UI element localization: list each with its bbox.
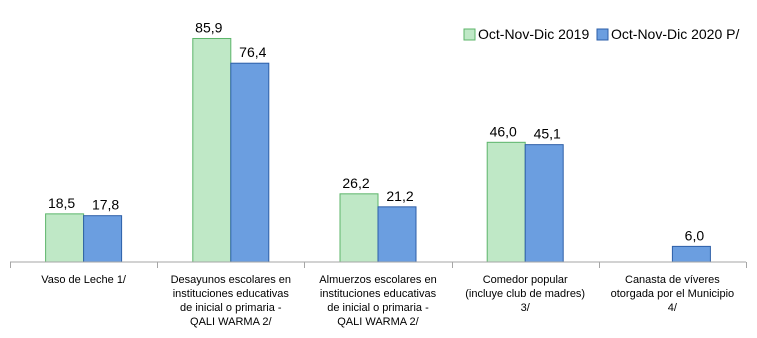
bar-series-2020-cat-3 — [377, 206, 417, 263]
value-label: 18,5 — [48, 195, 75, 211]
value-label: 21,2 — [386, 188, 413, 204]
bar-series-2019-cat-3 — [339, 193, 379, 263]
x-axis-ticks — [10, 262, 747, 268]
bar-series-2020-cat-2 — [230, 62, 270, 263]
bars-group — [45, 37, 711, 263]
legend-label: Oct-Nov-Dic 2019 — [478, 26, 589, 42]
bar-series-2020-cat-5 — [671, 245, 711, 263]
category-labels-group: Vaso de Leche 1/Desayunos escolares en in… — [41, 274, 734, 328]
legend: Oct-Nov-Dic 2019 Oct-Nov-Dic 2020 P/ — [463, 26, 739, 42]
legend-swatch — [463, 28, 476, 41]
value-label: 85,9 — [195, 19, 222, 35]
value-label: 46,0 — [490, 123, 517, 139]
bar-series-2020-cat-4 — [524, 144, 564, 263]
category-label: Desayunos escolares en instituciones educ… — [171, 274, 291, 328]
value-labels-group: 18,5 85,9 26,2 46,0 17,8 76,4 21,2 45,1 6,0 — [48, 19, 704, 243]
value-label: 6,0 — [685, 227, 705, 243]
bar-series-2020-cat-1 — [83, 215, 123, 263]
category-label: Canasta de víveres otorgada por el Munici… — [611, 274, 735, 314]
legend-label: Oct-Nov-Dic 2020 P/ — [611, 26, 739, 42]
category-label: Vaso de Leche 1/ — [41, 274, 127, 286]
bar-series-2019-cat-1 — [45, 213, 85, 263]
value-label: 26,2 — [342, 175, 369, 191]
value-label: 45,1 — [534, 126, 561, 142]
bar-series-2019-cat-2 — [192, 37, 232, 263]
value-label: 17,8 — [92, 197, 119, 213]
bar-series-2019-cat-4 — [486, 141, 526, 263]
category-label: Comedor popular (incluye club de madres) 3… — [465, 274, 585, 314]
category-label: Almuerzos escolares en instituciones educ… — [319, 274, 436, 328]
value-label: 76,4 — [239, 44, 266, 60]
legend-swatch — [596, 28, 609, 41]
